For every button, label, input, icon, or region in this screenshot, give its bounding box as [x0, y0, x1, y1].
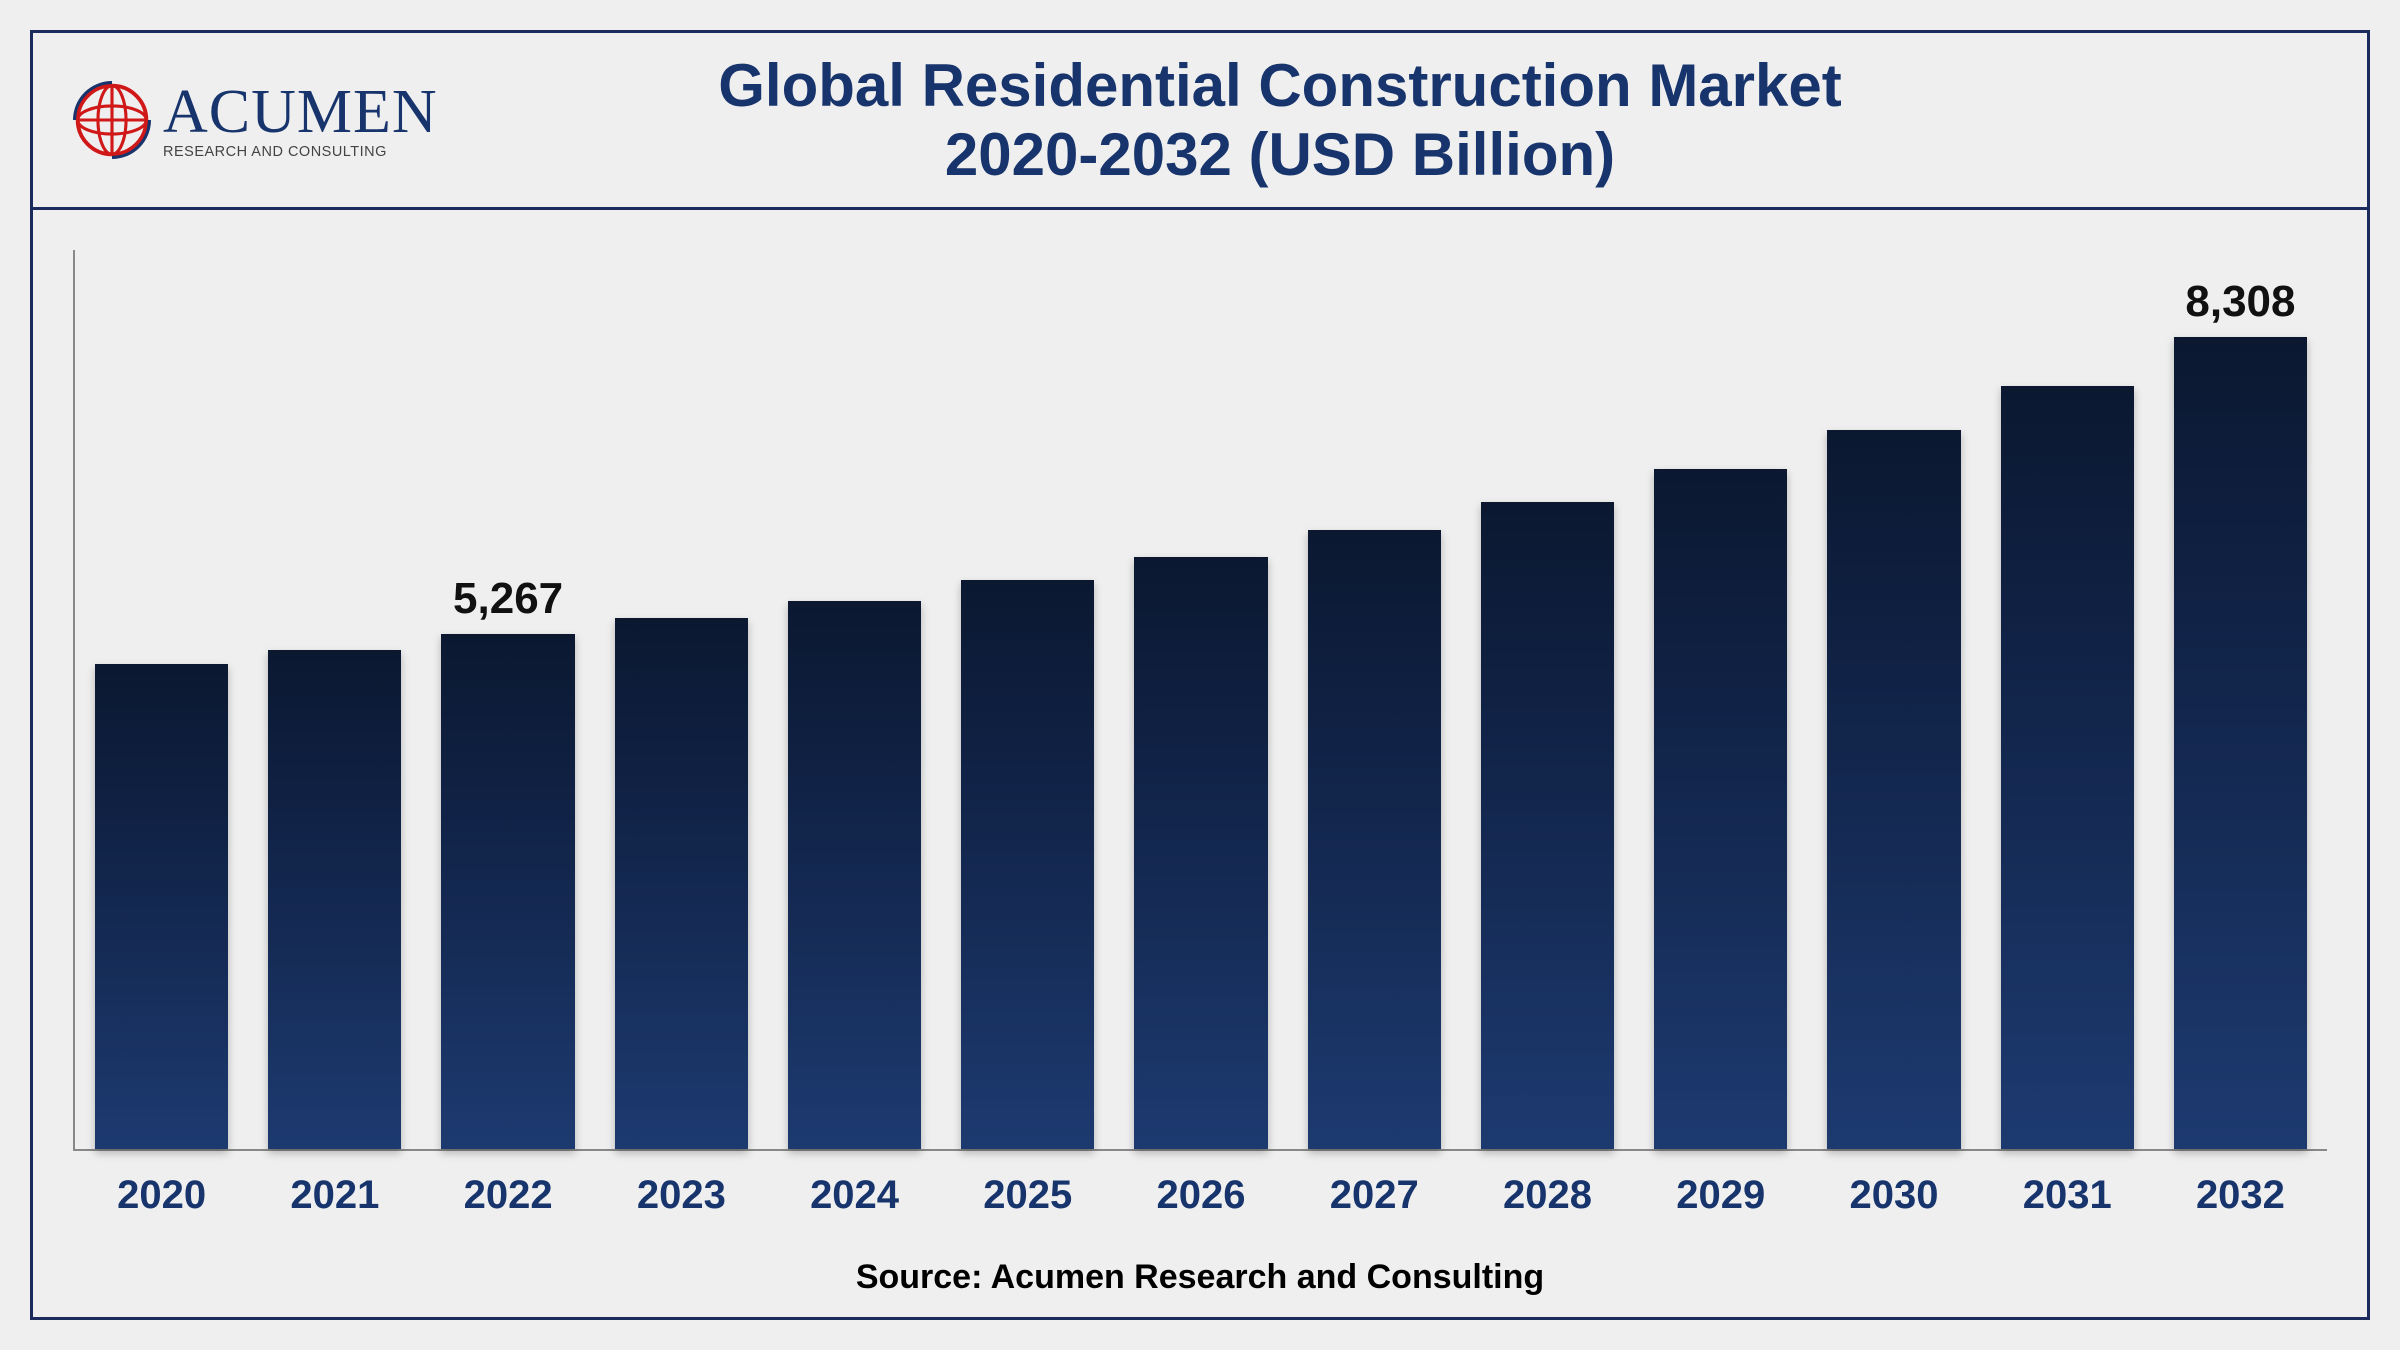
x-axis: 2020 2021 2022 2023 2024 2025 2026 2027 2028 2029… — [75, 1151, 2327, 1218]
bar — [1134, 557, 1267, 1149]
bar-slot: 8,308 — [2174, 250, 2307, 1149]
x-tick: 2026 — [1134, 1173, 1267, 1218]
bar — [95, 664, 228, 1149]
x-tick: 2020 — [95, 1173, 228, 1218]
bar-slot — [268, 250, 401, 1149]
bar — [2174, 337, 2307, 1149]
x-tick: 2029 — [1654, 1173, 1787, 1218]
bar-slot — [1308, 250, 1441, 1149]
bar — [268, 650, 401, 1149]
chart-title-line-2: 2020-2032 (USD Billion) — [233, 120, 2327, 189]
x-tick: 2027 — [1308, 1173, 1441, 1218]
bar-slot — [788, 250, 921, 1149]
header-panel: ACUMEN RESEARCH AND CONSULTING Global Re… — [30, 30, 2370, 210]
chart-title-line-1: Global Residential Construction Market — [233, 51, 2327, 120]
bar-slot — [615, 250, 748, 1149]
chart-panel: 5,2678,308 20202021202220232024202520262… — [30, 210, 2370, 1320]
globe-icon — [73, 81, 151, 159]
bar-value-label: 8,308 — [2185, 277, 2295, 327]
bar — [961, 580, 1094, 1149]
bar — [441, 634, 574, 1149]
x-tick: 2021 — [268, 1173, 401, 1218]
x-tick: 2028 — [1481, 1173, 1614, 1218]
bar-slot — [1481, 250, 1614, 1149]
plot-area: 5,267 8,308 — [73, 250, 2327, 1151]
bar-value-label: 5,267 — [453, 574, 563, 624]
x-tick: 2032 — [2174, 1173, 2307, 1218]
x-tick: 2031 — [2001, 1173, 2134, 1218]
x-tick: 2030 — [1827, 1173, 1960, 1218]
bar — [1308, 530, 1441, 1149]
bar — [615, 618, 748, 1149]
x-tick: 2022 — [441, 1173, 574, 1218]
bar-slot — [95, 250, 228, 1149]
bar — [1827, 430, 1960, 1149]
x-tick: 2025 — [961, 1173, 1094, 1218]
bar-slot — [961, 250, 1094, 1149]
x-tick: 2023 — [615, 1173, 748, 1218]
bar-slot — [1134, 250, 1267, 1149]
bar — [1654, 469, 1787, 1149]
chart-title: Global Residential Construction Market 2… — [233, 51, 2327, 189]
x-tick: 2024 — [788, 1173, 921, 1218]
source-attribution: Source: Acumen Research and Consulting — [73, 1258, 2327, 1297]
bar — [1481, 502, 1614, 1149]
bar-slot — [2001, 250, 2134, 1149]
bar — [788, 601, 921, 1149]
bar-slot — [1654, 250, 1787, 1149]
bar-slot: 5,267 — [441, 250, 574, 1149]
bar — [2001, 386, 2134, 1149]
bar-slot — [1827, 250, 1960, 1149]
